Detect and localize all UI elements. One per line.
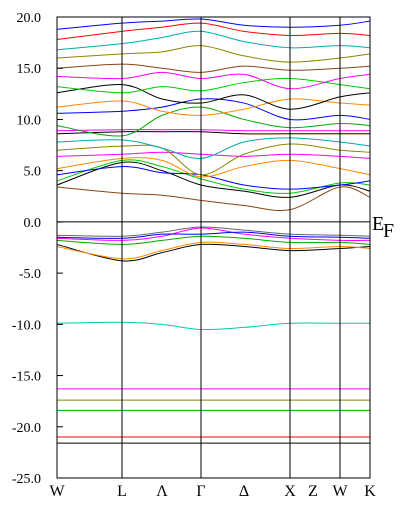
plot-frame (56, 16, 371, 479)
k-point-label: Λ (156, 483, 168, 500)
fermi-level-label-main: E (372, 213, 384, 235)
y-tick-label: 15.0 (17, 62, 42, 77)
y-tick-label: 5.0 (24, 165, 42, 180)
band-line-32 (56, 22, 371, 41)
band-line-26 (56, 84, 371, 110)
k-point-label: Γ (196, 483, 205, 500)
band-line-19 (56, 143, 371, 176)
band-line-12 (56, 226, 371, 237)
k-point-label: Z (308, 483, 318, 500)
labels-layer: 20.0 15.0 10.0 5.0 0.0 -5.0 -10.0 -15.0 -20.0 -25… (12, 11, 394, 500)
band-line-30 (56, 45, 371, 63)
band-line-13 (56, 161, 371, 198)
bands-layer (56, 18, 371, 444)
band-line-16 (56, 166, 371, 190)
y-tick-label: 10.0 (17, 113, 42, 128)
band-line-14 (56, 186, 371, 211)
y-tick-label: -15.0 (12, 370, 41, 385)
y-tick-label: 0.0 (24, 216, 42, 231)
y-tick-label: 20.0 (17, 11, 42, 26)
band-line-6 (56, 321, 371, 331)
fermi-level-label-sub: F (383, 220, 394, 242)
k-point-label: X (284, 483, 296, 500)
y-tick-label: -5.0 (19, 267, 41, 282)
band-line-21 (56, 131, 371, 135)
band-line-7 (56, 243, 371, 262)
k-point-label: K (364, 483, 376, 500)
band-line-23 (56, 106, 371, 137)
k-point-label: W (49, 483, 65, 500)
k-point-label: Δ (239, 483, 249, 500)
axes-layer (56, 16, 371, 479)
y-tick-label: -20.0 (12, 421, 41, 436)
band-line-25 (56, 98, 371, 116)
k-point-label: L (117, 483, 127, 500)
y-tick-label: -10.0 (12, 318, 41, 333)
band-line-29 (56, 63, 371, 73)
band-line-22 (56, 129, 371, 132)
band-line-28 (56, 71, 371, 90)
y-tick-label: -25.0 (12, 472, 41, 487)
k-point-label: W (332, 483, 348, 500)
band-line-33 (56, 18, 371, 30)
